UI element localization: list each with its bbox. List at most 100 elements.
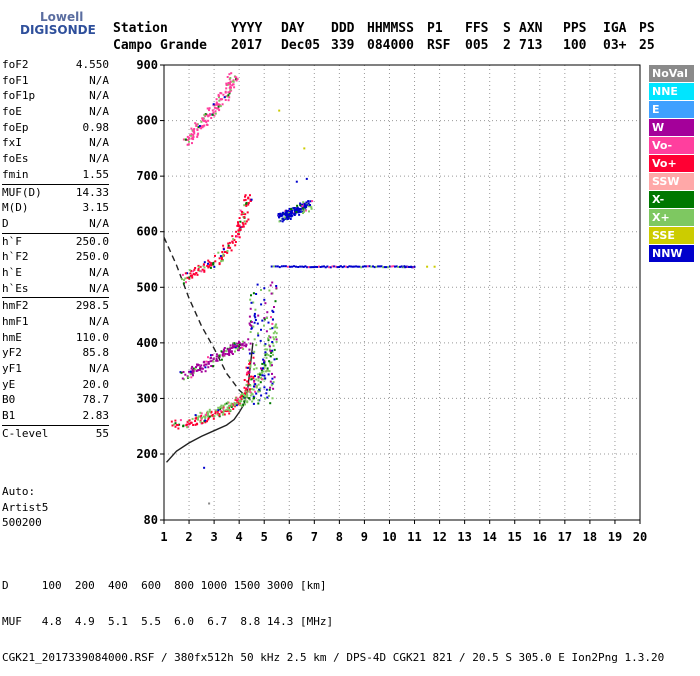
echo-point (277, 213, 280, 215)
echo-point (190, 137, 193, 140)
echo-point (348, 265, 351, 268)
echo-point (238, 341, 241, 344)
echo-point (271, 341, 274, 343)
echo-point (206, 414, 209, 417)
echo-point (252, 352, 255, 355)
echo-point (235, 235, 237, 238)
echo-point (298, 213, 301, 216)
echo-point (194, 414, 197, 417)
echo-point (224, 91, 227, 94)
echo-point (257, 332, 259, 335)
echo-point (238, 343, 241, 346)
param-row: h`F 250.0 (2, 234, 109, 250)
echo-point (192, 136, 195, 138)
echo-point (181, 273, 184, 276)
echo-point (243, 199, 246, 202)
echo-point (284, 217, 287, 220)
echo-point (229, 246, 232, 249)
echo-point (204, 415, 207, 418)
echo-point (301, 265, 304, 268)
echo-point (249, 200, 252, 202)
echo-point (207, 259, 210, 262)
echo-point (304, 265, 307, 268)
echo-point (189, 373, 192, 376)
echo-point (218, 413, 221, 416)
echo-point (207, 366, 210, 369)
echo-point (240, 394, 243, 396)
echo-point (199, 420, 202, 423)
echo-point (275, 285, 278, 287)
echo-point (266, 317, 268, 319)
echo-point (281, 217, 284, 220)
echo-point (216, 413, 219, 416)
echo-point (363, 265, 366, 268)
echo-point (186, 135, 189, 138)
echo-point (380, 265, 383, 268)
echo-point (260, 303, 263, 306)
isolated-echo-point (426, 265, 429, 268)
muf-row: MUF 4.8 4.9 5.1 5.5 6.0 6.7 8.8 14.3 [MH… (2, 615, 334, 628)
echo-point (200, 367, 203, 370)
echo-point (254, 363, 256, 366)
echo-point (192, 129, 195, 131)
echo-point (230, 406, 233, 408)
echo-point (208, 109, 210, 112)
echo-point (226, 401, 229, 404)
echo-point (228, 405, 231, 408)
echo-point (183, 279, 185, 282)
echo-point (259, 381, 262, 384)
plot-grid (164, 65, 640, 520)
param-value: N/A (89, 362, 109, 376)
echo-point (247, 202, 250, 204)
echo-point (253, 379, 256, 382)
echo-point (266, 367, 269, 370)
echo-point (231, 240, 234, 243)
echo-point (182, 424, 185, 427)
param-label: h`Es (2, 281, 29, 295)
echo-point (248, 390, 250, 393)
echo-point (243, 397, 246, 399)
echo-point (239, 209, 242, 212)
echo-point (215, 353, 218, 356)
echo-point (266, 369, 269, 372)
echo-point (201, 119, 204, 122)
echo-point (307, 200, 310, 203)
echo-point (238, 227, 241, 230)
param-label: yE (2, 377, 16, 391)
param-label: h`F2 (2, 250, 29, 264)
echo-point (257, 334, 260, 337)
echo-point (214, 112, 217, 115)
echo-point (242, 212, 245, 215)
echo-point (241, 343, 244, 346)
param-value: 4.550 (75, 58, 109, 71)
trace-nnw-oblique-echo (277, 200, 314, 223)
echo-point (269, 361, 271, 364)
echo-point (212, 417, 215, 420)
echo-point (230, 350, 233, 353)
echo-point (226, 76, 229, 78)
x-tick-label: 5 (261, 530, 268, 544)
echo-point (293, 265, 295, 268)
echo-point (249, 342, 252, 345)
echo-point (207, 119, 210, 122)
echo-point (339, 265, 342, 268)
param-row: foEp 0.98 (2, 120, 109, 136)
header-label-1: YYYY (231, 21, 263, 36)
echo-point (234, 241, 237, 243)
echo-point (221, 251, 224, 253)
echo-point (282, 265, 285, 268)
echo-point (195, 366, 197, 369)
echo-point (215, 358, 218, 360)
echo-point (228, 92, 231, 95)
echo-point (217, 93, 220, 96)
echo-point (270, 384, 273, 387)
echo-point (208, 107, 211, 110)
echo-point (220, 350, 223, 353)
echo-point (265, 330, 268, 333)
echo-point (297, 266, 300, 268)
echo-point (236, 224, 239, 227)
echo-point (194, 267, 197, 269)
echo-point (184, 272, 187, 275)
echo-point (195, 125, 198, 127)
header-value-6: 005 (465, 38, 489, 53)
